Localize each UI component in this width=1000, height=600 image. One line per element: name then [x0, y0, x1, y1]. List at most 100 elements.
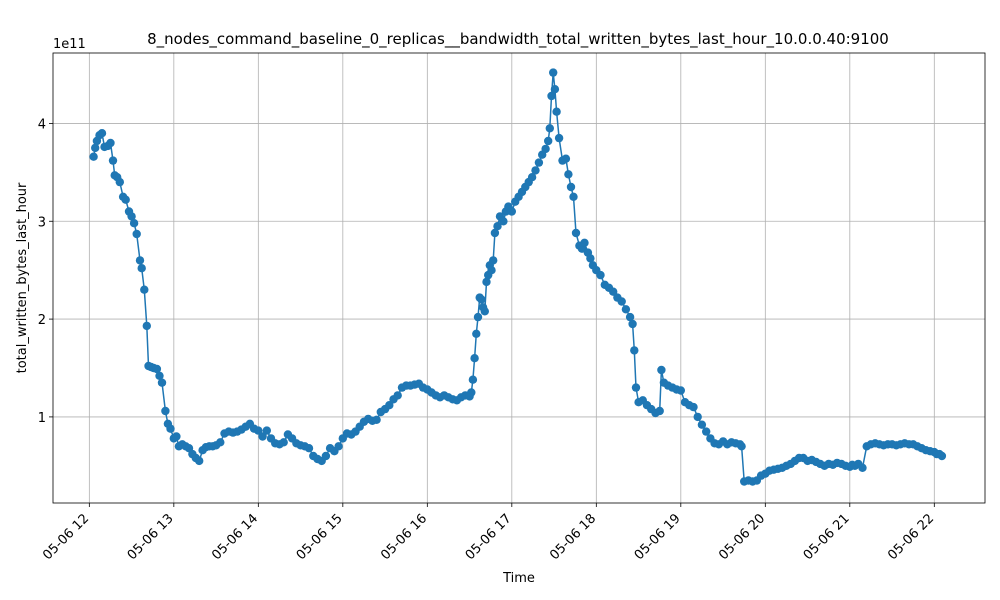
data-point [262, 426, 271, 435]
data-point [858, 463, 867, 472]
data-point [487, 266, 496, 275]
data-point [258, 432, 267, 441]
data-point [172, 432, 181, 441]
data-point [697, 420, 707, 429]
data-point [561, 154, 571, 163]
data-point [97, 129, 107, 138]
data-point [216, 438, 225, 447]
data-point [470, 354, 479, 363]
y-tick-label: 1 [38, 411, 46, 426]
series-line-path [92, 72, 943, 483]
data-point [657, 365, 666, 375]
data-point [617, 297, 626, 306]
data-point [937, 451, 947, 461]
data-point [155, 371, 164, 380]
data-point [121, 195, 130, 204]
data-point [279, 438, 288, 447]
grid [53, 53, 985, 503]
data-point [91, 143, 100, 153]
data-point [195, 456, 204, 466]
y-tick-label: 4 [38, 117, 46, 132]
data-point [127, 212, 136, 221]
data-point [499, 217, 508, 226]
plot-frame [52, 52, 986, 504]
data-point [527, 173, 537, 182]
data-point [473, 312, 483, 322]
data-point [140, 285, 149, 294]
data-point [166, 424, 175, 433]
data-point [137, 264, 146, 273]
data-point [564, 170, 573, 179]
data-point [108, 156, 118, 165]
y-tick-label: 2 [38, 313, 46, 328]
x-axis-label: Time [502, 571, 535, 586]
data-point [676, 386, 685, 395]
data-point [596, 270, 605, 280]
data-point [254, 426, 263, 435]
data-point [737, 442, 746, 451]
x-tick-label: 05-06 16 [378, 511, 430, 563]
data-point [493, 222, 502, 231]
x-tick-label: 05-06 17 [463, 511, 515, 563]
data-point [132, 229, 141, 239]
x-tick-label: 05-06 14 [209, 511, 261, 563]
data-point [630, 346, 639, 355]
data-point [552, 107, 561, 116]
chart-title: 8_nodes_command_baseline_0_replicas__ban… [147, 30, 889, 49]
data-point [531, 166, 540, 175]
x-tick-label: 05-06 18 [547, 511, 599, 563]
y-axis-label: total_written_bytes_last_hour [15, 182, 30, 373]
data-point [507, 207, 516, 216]
data-point [544, 136, 553, 146]
data-point [321, 451, 331, 461]
x-tick-label: 05-06 15 [294, 511, 346, 563]
data-point [545, 124, 554, 133]
y-ticks: 1 2 3 4 [38, 117, 53, 426]
data-point [393, 391, 402, 400]
x-ticks: 05-06 12 05-06 13 05-06 14 05-06 15 05-06 16… [40, 503, 937, 563]
data-point [571, 228, 581, 238]
data-point [547, 91, 556, 101]
data-point [566, 182, 576, 192]
data-point [334, 442, 343, 451]
x-tick-label: 05-06 21 [801, 511, 853, 563]
data-point [580, 238, 589, 247]
x-tick-label: 05-06 13 [125, 511, 177, 563]
data-point [609, 287, 618, 296]
y-tick-label: 3 [38, 215, 46, 230]
data-point [142, 321, 151, 331]
data-point [625, 312, 635, 322]
series-points [89, 68, 947, 486]
data-point [385, 401, 394, 410]
data-point [89, 152, 98, 161]
data-point [554, 133, 564, 143]
data-point [550, 85, 560, 94]
data-point [157, 378, 167, 387]
data-point [129, 219, 139, 228]
data-point [472, 329, 481, 338]
data-point [115, 177, 125, 187]
data-point [106, 138, 115, 148]
x-tick-label: 05-06 22 [885, 511, 937, 563]
data-point [477, 295, 486, 304]
data-point [152, 364, 162, 374]
data-point [628, 319, 637, 329]
data-point [161, 406, 170, 416]
y-offset-label: 1e11 [53, 37, 86, 52]
data-point [304, 444, 314, 453]
data-point [621, 305, 631, 314]
data-point [372, 415, 381, 424]
data-point [631, 383, 641, 392]
x-tick-label: 05-06 20 [716, 511, 768, 563]
data-point [490, 228, 500, 238]
series-line [92, 72, 943, 483]
data-point [689, 402, 698, 412]
x-tick-label: 05-06 12 [40, 511, 92, 563]
data-point [569, 192, 578, 201]
x-tick-label: 05-06 19 [632, 511, 684, 563]
data-point [534, 158, 544, 167]
data-point [480, 307, 489, 316]
data-point [655, 406, 664, 416]
data-point [489, 256, 498, 265]
